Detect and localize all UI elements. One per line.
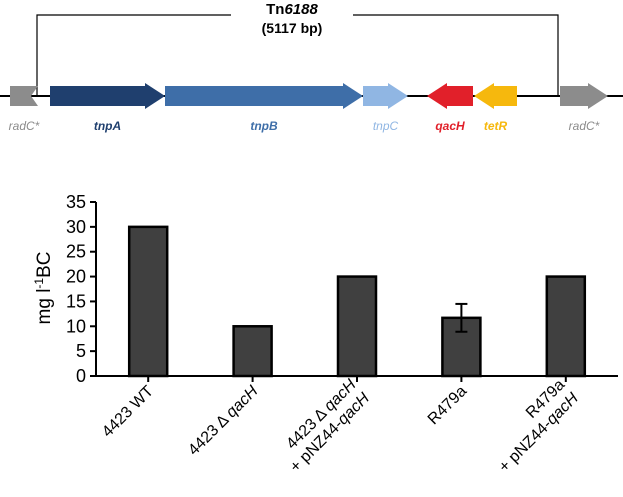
gene-arrow-radc	[10, 86, 38, 106]
y-tick-label: 0	[76, 366, 86, 386]
gene-arrows: radC* tnpA tnpB tnpC qacH tetR radC*	[9, 83, 608, 133]
x-tick-label: R479a+ pNZ44-qacH	[482, 376, 582, 476]
y-tick-label: 15	[66, 291, 86, 311]
gene-label: tetR	[484, 119, 508, 133]
bar-chart: mg l-1BC 0 5 10 15 20 25 30 35 4423 WT 4423 Δ qa…	[32, 192, 618, 476]
gene-label: tnpA	[94, 119, 121, 133]
y-tick-label: 10	[66, 316, 86, 336]
y-tick-label: 25	[66, 242, 86, 262]
gene-label: radC*	[9, 119, 40, 133]
bar	[336, 275, 378, 378]
y-tick-label: 5	[76, 341, 86, 361]
bar	[127, 225, 169, 378]
x-tick-label: R479a	[425, 383, 470, 428]
gene-arrow-tnpc	[363, 83, 408, 109]
y-tick-label: 35	[66, 192, 86, 212]
bar	[232, 325, 273, 378]
transposon-map: Tn6188 (5117 bp) radC* tnpA tnpB tnpC qacH te…	[0, 1, 623, 133]
bar	[545, 275, 587, 378]
gene-arrow-tnpb	[165, 83, 363, 109]
gene-arrow-radc	[560, 83, 608, 109]
gene-arrow-tnpa	[50, 83, 165, 109]
y-tick-label: 30	[66, 217, 86, 237]
x-tick-label: 4423 Δ qacH	[185, 382, 262, 459]
gene-label: tnpC	[373, 119, 399, 133]
gene-label: qacH	[435, 119, 465, 133]
x-tick-label: 4423 WT	[99, 383, 157, 441]
x-tick-label: 4423 Δ qacH+ pNZ44-qacH	[274, 376, 374, 476]
transposon-name: Tn6188	[266, 1, 318, 18]
y-tick-label: 20	[66, 267, 86, 287]
gene-label: radC*	[569, 119, 600, 133]
transposon-size: (5117 bp)	[262, 20, 323, 36]
transposon-bracket	[36, 14, 559, 96]
gene-arrow-tetr	[474, 83, 517, 109]
bars	[127, 225, 587, 378]
y-axis-label: mg l-1BC	[32, 252, 55, 325]
gene-arrow-qach	[427, 83, 473, 109]
gene-label: tnpB	[250, 119, 278, 133]
